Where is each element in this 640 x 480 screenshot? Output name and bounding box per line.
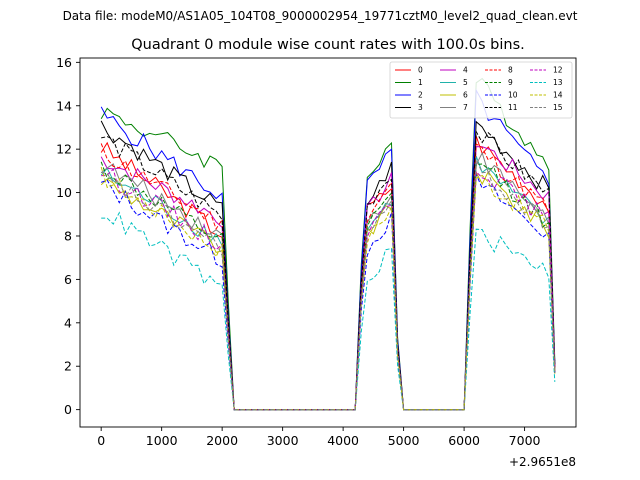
legend-label-3: 3 <box>418 103 423 112</box>
y-tick-label: 2 <box>64 359 72 374</box>
series-group <box>100 77 556 411</box>
legend-label-9: 9 <box>508 78 513 87</box>
legend-box <box>389 61 573 119</box>
y-tick-label: 16 <box>56 55 72 70</box>
y-tick-label: 8 <box>64 228 72 243</box>
legend-label-2: 2 <box>418 91 423 100</box>
legend-label-8: 8 <box>508 66 513 75</box>
x-offset-label: +2.9651e8 <box>509 455 576 469</box>
series-line-10 <box>101 174 556 411</box>
y-tick-label: 6 <box>64 272 72 287</box>
x-tick-label: 1000 <box>146 433 178 448</box>
chart-suptitle: Data file: modeM0/AS1A05_104T08_90000029… <box>63 9 578 23</box>
y-tick-label: 0 <box>64 402 72 417</box>
legend-label-10: 10 <box>508 91 518 100</box>
x-tick-label: 0 <box>97 433 105 448</box>
x-tick-label: 3000 <box>267 433 299 448</box>
y-tick-label: 4 <box>64 315 72 330</box>
axes-frame <box>79 57 577 428</box>
legend-label-12: 12 <box>553 66 563 75</box>
legend-label-4: 4 <box>463 66 468 75</box>
axes: 0 1000 2000 3000 4000 5000 6000 700002468101214… <box>56 55 577 448</box>
x-tick-label: 5000 <box>388 433 420 448</box>
legend-label-11: 11 <box>508 103 518 112</box>
legend-label-0: 0 <box>418 66 423 75</box>
x-tick-label: 6000 <box>448 433 480 448</box>
legend-label-14: 14 <box>553 91 563 100</box>
series-line-15 <box>101 159 556 411</box>
y-tick-label: 10 <box>56 185 72 200</box>
x-tick-label: 7000 <box>509 433 541 448</box>
x-tick-label: 4000 <box>327 433 359 448</box>
legend-label-5: 5 <box>463 78 468 87</box>
plot-area <box>100 77 556 411</box>
legend-label-6: 6 <box>463 91 468 100</box>
y-tick-label: 12 <box>56 142 72 157</box>
legend-label-1: 1 <box>418 78 423 87</box>
x-tick-label: 2000 <box>206 433 238 448</box>
legend-label-13: 13 <box>553 78 563 87</box>
legend-label-15: 15 <box>553 103 563 112</box>
y-tick-label: 14 <box>56 98 72 113</box>
legend-label-7: 7 <box>463 103 468 112</box>
chart-title: Quadrant 0 module wise count rates with … <box>131 37 525 53</box>
